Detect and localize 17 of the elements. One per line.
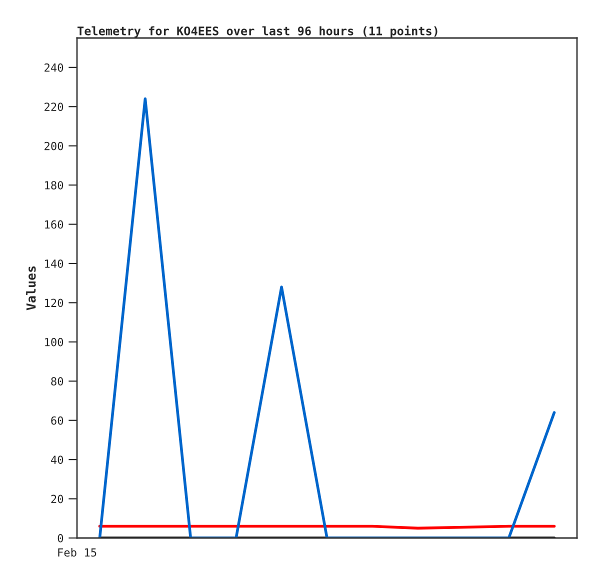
chart-title: Telemetry for KO4EES over last 96 hours (11 points)	[78, 26, 438, 38]
y-tick-label: 100	[45, 338, 64, 346]
y-tick-label: 180	[45, 181, 64, 190]
y-axis-title: Values	[26, 266, 36, 310]
y-tick-label: 80	[51, 377, 64, 386]
text: Feb 15	[58, 548, 96, 557]
y-tick-label: 220	[44, 102, 64, 112]
y-tick-label: 200	[44, 142, 64, 150]
y-tick-label: 160	[45, 220, 64, 229]
y-tick-label: 140	[45, 259, 64, 268]
y-tick-label: 240	[44, 63, 64, 72]
line-series	[98, 97, 556, 538]
y-tick-label: 0	[58, 534, 64, 542]
y-tick-label: 60	[51, 416, 64, 425]
y-tick-label: 40	[50, 456, 64, 464]
y-tick-label: 120	[45, 298, 64, 308]
y-tick-label: 20	[51, 494, 64, 504]
